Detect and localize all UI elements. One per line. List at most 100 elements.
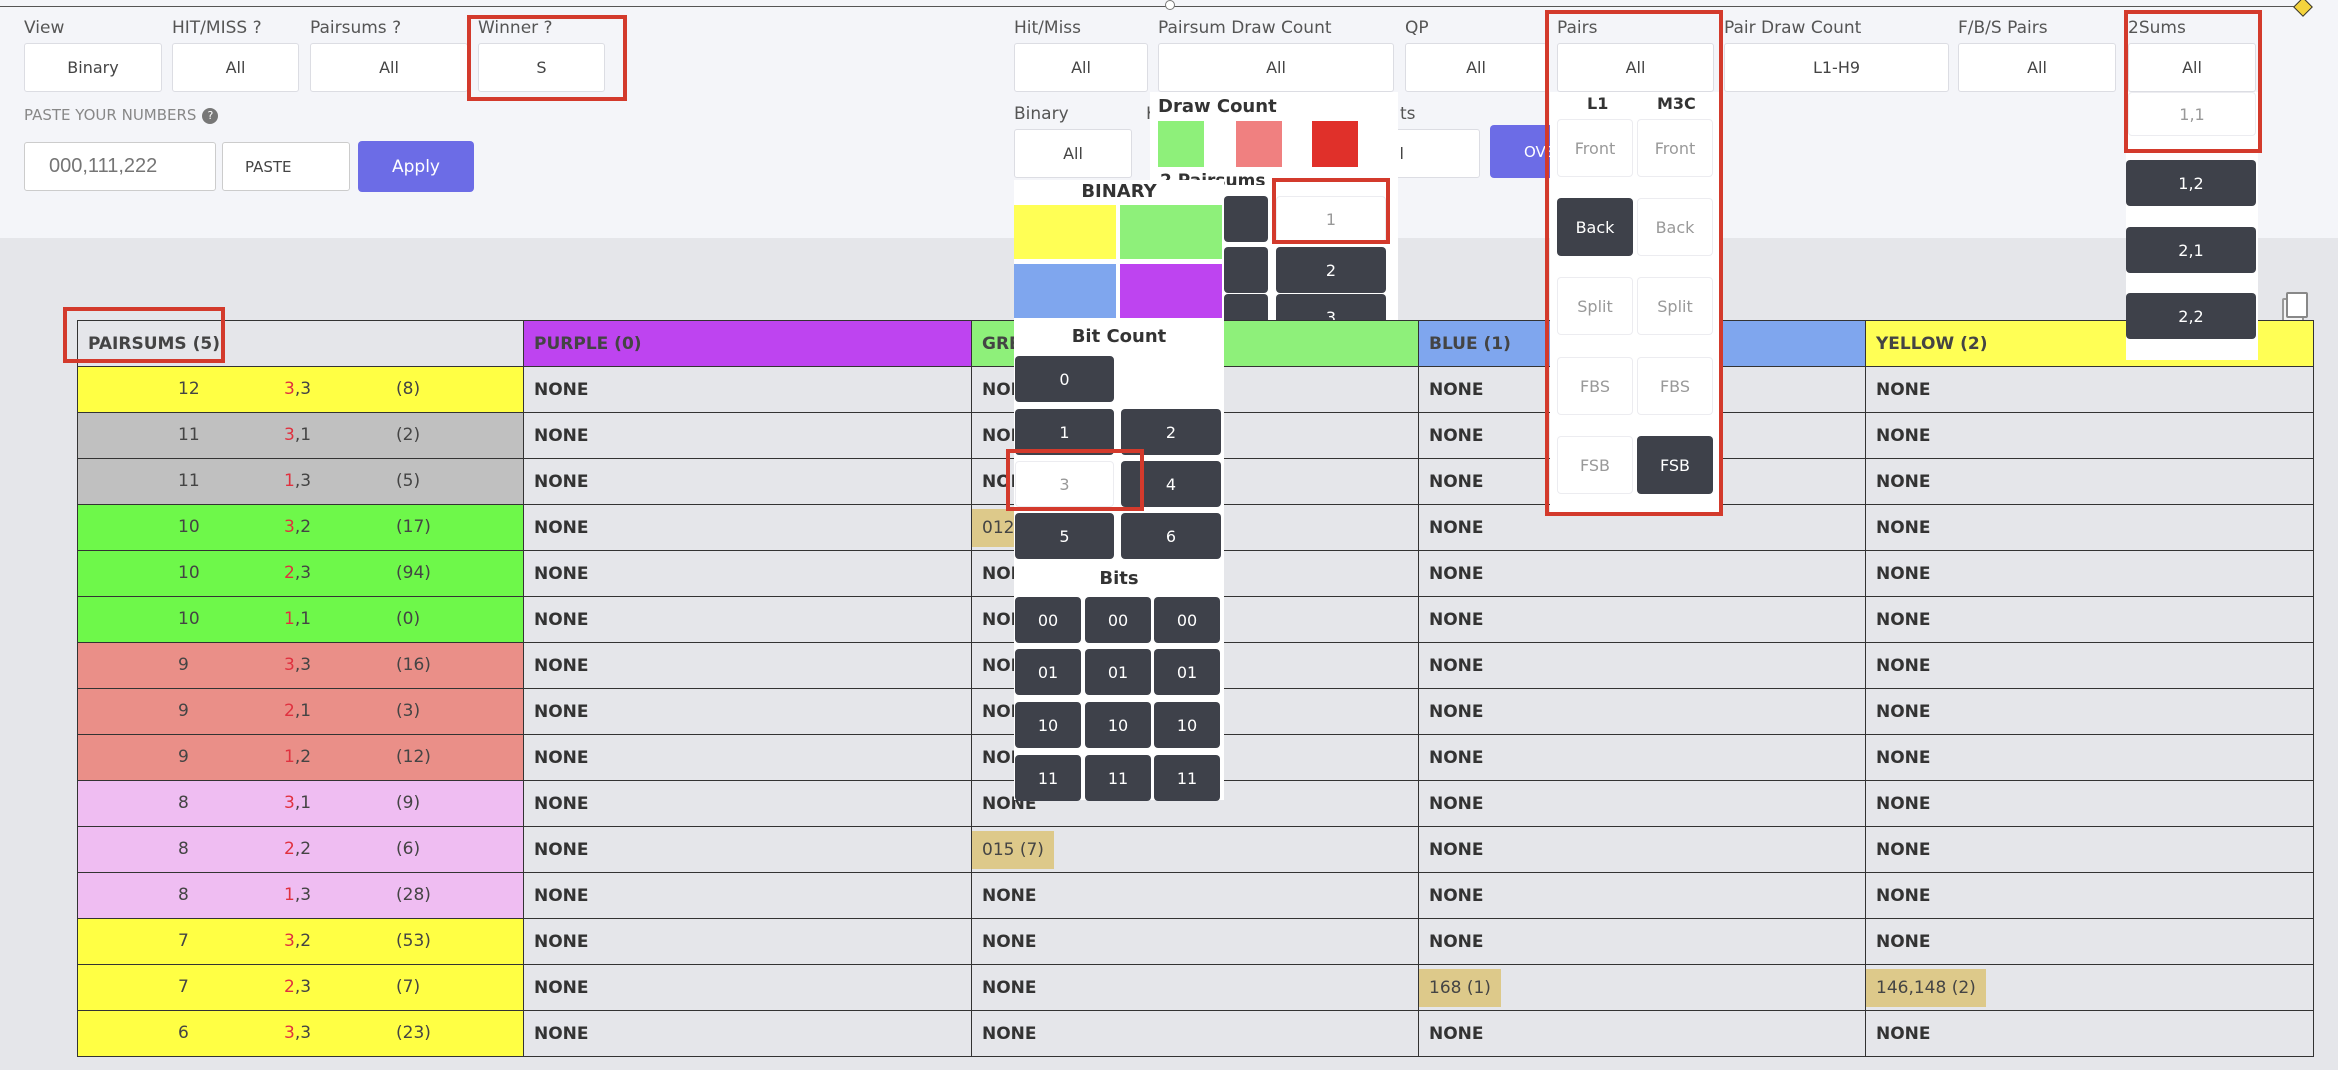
range-knob[interactable] <box>1165 0 1175 10</box>
pairs-l1-front-button[interactable]: Front <box>1557 119 1633 177</box>
green-cell: NONE <box>971 964 1419 1011</box>
bitcount-button-4[interactable]: 4 <box>1121 461 1221 507</box>
bits-button[interactable]: 10 <box>1085 702 1151 748</box>
purple-header[interactable]: PURPLE (0) <box>523 320 972 367</box>
pairs-label: Pairs <box>1557 18 1598 38</box>
pairs-m3c-back-button[interactable]: Back <box>1637 198 1713 256</box>
none-label: NONE <box>982 1023 1037 1044</box>
pairsum-pair-first: 1 <box>284 609 295 629</box>
pairsum-cell[interactable]: 8 2,2 (6) <box>77 826 524 873</box>
hitmiss-select[interactable]: All <box>172 43 299 92</box>
hitmiss2-select[interactable]: All <box>1014 43 1148 92</box>
pairsums-select[interactable]: All <box>310 43 468 92</box>
pairsum-cell[interactable]: 10 2,3 (94) <box>77 550 524 597</box>
paste-numbers-input[interactable] <box>24 142 216 191</box>
none-label: NONE <box>1876 793 1931 814</box>
binary-swatch-yellow[interactable] <box>1014 205 1116 259</box>
pairsum-cell[interactable]: 12 3,3 (8) <box>77 366 524 413</box>
bits-button[interactable]: 01 <box>1154 649 1220 695</box>
combo-chip[interactable]: 168 (1) <box>1419 968 1501 1007</box>
bits-button[interactable]: 00 <box>1085 597 1151 643</box>
bitcount-button-2[interactable]: 2 <box>1121 409 1221 455</box>
pairs-l1-split-button[interactable]: Split <box>1557 277 1633 335</box>
qp-select[interactable]: All <box>1405 43 1547 92</box>
binary-select[interactable]: All <box>1014 129 1132 178</box>
bits-button[interactable]: 00 <box>1154 597 1220 643</box>
paste-button[interactable]: PASTE <box>222 142 350 191</box>
pairsum-cell[interactable]: 11 1,3 (5) <box>77 458 524 505</box>
pairs-m3c-front-button[interactable]: Front <box>1637 119 1713 177</box>
twosums-item-1-2[interactable]: 1,2 <box>2126 160 2256 206</box>
pair-draw-count-select[interactable]: L1-H9 <box>1724 43 1949 92</box>
pairs-l1-fsb-button[interactable]: FSB <box>1557 436 1633 494</box>
bitcount-button-0[interactable]: 0 <box>1015 356 1114 402</box>
pairsum-cell[interactable]: 7 3,2 (53) <box>77 918 524 965</box>
drawcount-left-button-2[interactable] <box>1224 247 1268 293</box>
overview-button[interactable]: OVE <box>1490 125 1550 178</box>
drawcount-left-button-1[interactable] <box>1224 196 1268 242</box>
pairsum-cell[interactable]: 10 1,1 (0) <box>77 596 524 643</box>
none-label: NONE <box>1429 425 1484 446</box>
yellow-cell: NONE <box>1865 734 2314 781</box>
bits-button[interactable]: 00 <box>1015 597 1081 643</box>
pairsums-header[interactable]: PAIRSUMS (5) <box>77 320 524 367</box>
help-icon[interactable]: ? <box>202 107 219 124</box>
bitcount-button-6[interactable]: 6 <box>1121 513 1221 559</box>
pairsum-cell[interactable]: 8 3,1 (9) <box>77 780 524 827</box>
pairs-m3c-fbs-button[interactable]: FBS <box>1637 357 1713 415</box>
bitcount-button-5[interactable]: 5 <box>1015 513 1114 559</box>
pairsum-cell[interactable]: 11 3,1 (2) <box>77 412 524 459</box>
none-label: NONE <box>1429 931 1484 952</box>
view-select[interactable]: Binary <box>24 43 162 92</box>
bits-button[interactable]: 01 <box>1015 649 1081 695</box>
binary-swatch-green[interactable] <box>1120 205 1222 259</box>
none-label: NONE <box>1876 517 1931 538</box>
pairsum-draw-count-select[interactable]: All <box>1158 43 1394 92</box>
drawcount-swatch-pink[interactable] <box>1236 121 1282 167</box>
apply-button[interactable]: Apply <box>358 141 474 192</box>
bits-button[interactable]: 11 <box>1154 755 1220 801</box>
pairs-l1-fbs-button[interactable]: FBS <box>1557 357 1633 415</box>
pairsum-value: 8 <box>178 839 189 859</box>
combo-chip[interactable]: 015 (7) <box>972 830 1054 869</box>
pairsum-cell[interactable]: 6 3,3 (23) <box>77 1010 524 1057</box>
none-label: NONE <box>1876 655 1931 676</box>
pairsum-cell[interactable]: 8 1,3 (28) <box>77 872 524 919</box>
none-label: NONE <box>534 701 589 722</box>
pairs-m3c-fsb-button[interactable]: FSB <box>1637 436 1713 494</box>
bits-button[interactable]: 11 <box>1085 755 1151 801</box>
binary-swatch-purple[interactable] <box>1120 264 1222 318</box>
bits-button[interactable]: 01 <box>1085 649 1151 695</box>
yellow-cell: NONE <box>1865 412 2314 459</box>
pairsum-cell[interactable]: 9 2,1 (3) <box>77 688 524 735</box>
pairsum-cell[interactable]: 7 2,3 (7) <box>77 964 524 1011</box>
bitcount-button-3[interactable]: 3 <box>1015 461 1114 507</box>
pairs-m3c-split-button[interactable]: Split <box>1637 277 1713 335</box>
pairs-l1-back-button[interactable]: Back <box>1557 198 1633 256</box>
combo-chip[interactable]: 146,148 (2) <box>1866 968 1986 1007</box>
drawcount-button-1[interactable]: 1 <box>1276 196 1386 242</box>
pairsum-cell[interactable]: 10 3,2 (17) <box>77 504 524 551</box>
drawcount-swatch-green[interactable] <box>1158 121 1204 167</box>
bits-button[interactable]: 10 <box>1015 702 1081 748</box>
pairs-select[interactable]: All <box>1557 43 1714 92</box>
pairsum-pair-second: 3 <box>300 655 312 675</box>
twosums-item-2-1[interactable]: 2,1 <box>2126 227 2256 273</box>
pairsum-cell[interactable]: 9 1,2 (12) <box>77 734 524 781</box>
twosums-item-1-1[interactable]: 1,1 <box>2128 92 2256 136</box>
bitcount-button-1[interactable]: 1 <box>1015 409 1114 455</box>
pairsum-cell[interactable]: 9 3,3 (16) <box>77 642 524 689</box>
fbs-pairs-select[interactable]: All <box>1958 43 2116 92</box>
copy-icon[interactable] <box>2282 292 2308 324</box>
none-label: NONE <box>534 977 589 998</box>
bits-button[interactable]: 11 <box>1015 755 1081 801</box>
yellow-cell: NONE <box>1865 688 2314 735</box>
drawcount-button-2[interactable]: 2 <box>1276 247 1386 293</box>
winner-select[interactable]: S <box>478 43 605 92</box>
binary-swatch-blue[interactable] <box>1014 264 1116 318</box>
purple-cell: NONE <box>523 734 972 781</box>
bits-button[interactable]: 10 <box>1154 702 1220 748</box>
twosums-select[interactable]: All <box>2128 43 2256 92</box>
drawcount-swatch-red[interactable] <box>1312 121 1358 167</box>
twosums-item-2-2[interactable]: 2,2 <box>2126 293 2256 339</box>
